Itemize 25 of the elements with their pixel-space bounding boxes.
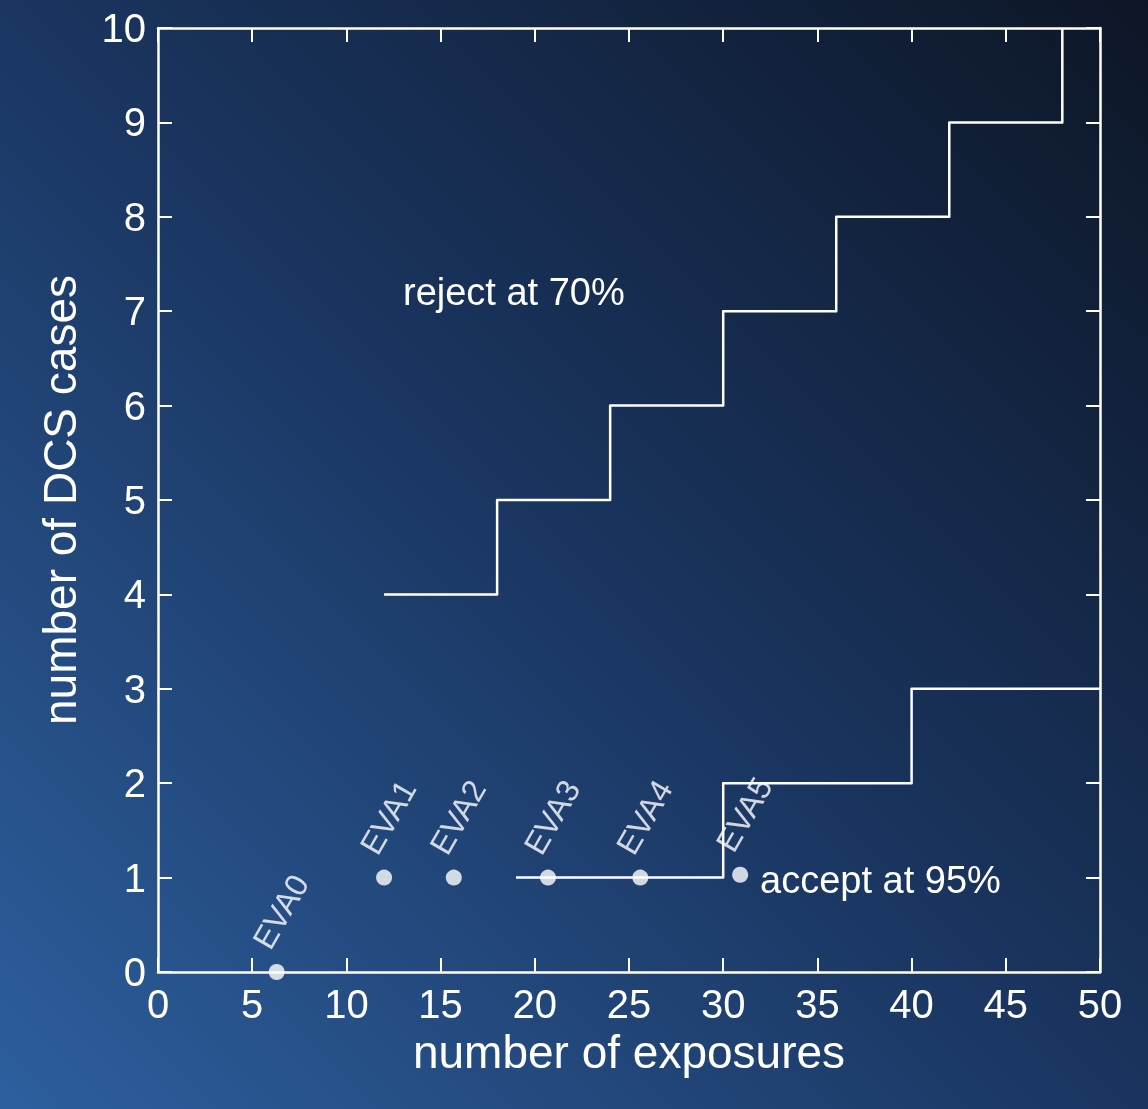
x-tick-label: 40 bbox=[889, 982, 934, 1026]
x-tick-label: 45 bbox=[983, 982, 1029, 1026]
x-axis-title: number of exposures bbox=[412, 1025, 846, 1078]
y-tick-label: 7 bbox=[123, 289, 146, 334]
y-axis-title: number of DCS cases bbox=[34, 275, 86, 725]
x-tick-label: 25 bbox=[606, 982, 652, 1026]
y-tick-label: 4 bbox=[123, 572, 146, 617]
y-tick-label: 3 bbox=[123, 666, 146, 711]
x-tick-label: 20 bbox=[512, 982, 558, 1026]
x-tick-label: 35 bbox=[795, 982, 840, 1026]
x-tick-label: 10 bbox=[324, 982, 369, 1026]
y-tick-label: 0 bbox=[123, 950, 146, 994]
y-tick-label: 6 bbox=[123, 383, 146, 428]
y-tick-label: 5 bbox=[123, 478, 146, 522]
x-tick-label: 15 bbox=[418, 982, 463, 1026]
x-tick-label: 5 bbox=[241, 982, 264, 1026]
annotation: reject at 70% bbox=[403, 271, 625, 313]
y-tick-label: 8 bbox=[123, 194, 146, 239]
x-tick-label: 50 bbox=[1077, 982, 1123, 1026]
y-tick-label: 9 bbox=[123, 100, 146, 145]
annotation: accept at 95% bbox=[760, 859, 1001, 901]
y-tick-label: 2 bbox=[123, 761, 146, 806]
x-tick-label: 30 bbox=[700, 982, 746, 1026]
y-tick-label: 10 bbox=[101, 6, 146, 50]
y-tick-label: 1 bbox=[123, 855, 146, 900]
